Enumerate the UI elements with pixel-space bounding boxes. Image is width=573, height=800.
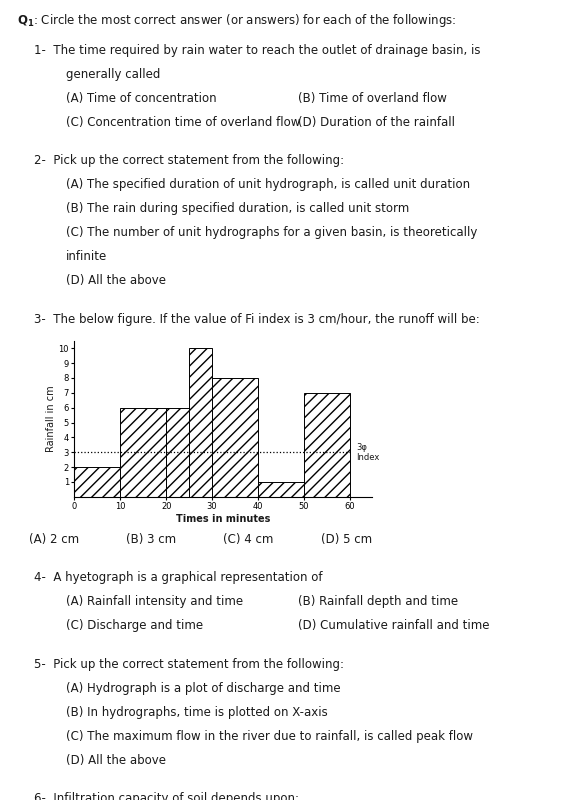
- Text: 4-  A hyetograph is a graphical representation of: 4- A hyetograph is a graphical represent…: [34, 571, 323, 584]
- Text: (A) The specified duration of unit hydrograph, is called unit duration: (A) The specified duration of unit hydro…: [66, 178, 470, 191]
- Text: (D) 5 cm: (D) 5 cm: [321, 533, 372, 546]
- Text: generally called: generally called: [66, 68, 160, 81]
- Text: 3φ
Index: 3φ Index: [356, 442, 380, 462]
- Text: $\mathbf{Q_1}$: Circle the most correct answer (or answers) for each of the foll: $\mathbf{Q_1}$: Circle the most correct …: [17, 12, 457, 29]
- Text: infinite: infinite: [66, 250, 107, 263]
- Text: 1-  The time required by rain water to reach the outlet of drainage basin, is: 1- The time required by rain water to re…: [34, 44, 481, 57]
- Text: (C) The number of unit hydrographs for a given basin, is theoretically: (C) The number of unit hydrographs for a…: [66, 226, 477, 239]
- Y-axis label: Rainfall in cm: Rainfall in cm: [46, 386, 56, 452]
- Text: (C) Discharge and time: (C) Discharge and time: [66, 619, 203, 632]
- Text: (C) Concentration time of overland flow: (C) Concentration time of overland flow: [66, 116, 300, 129]
- Bar: [120, 408, 166, 497]
- Text: (C) The maximum flow in the river due to rainfall, is called peak flow: (C) The maximum flow in the river due to…: [66, 730, 473, 742]
- Bar: [166, 408, 189, 497]
- Text: (D) Duration of the rainfall: (D) Duration of the rainfall: [298, 116, 455, 129]
- Text: 2-  Pick up the correct statement from the following:: 2- Pick up the correct statement from th…: [34, 154, 344, 167]
- Text: (B) 3 cm: (B) 3 cm: [126, 533, 176, 546]
- Bar: [258, 482, 304, 497]
- Bar: [212, 378, 258, 497]
- Text: 5-  Pick up the correct statement from the following:: 5- Pick up the correct statement from th…: [34, 658, 344, 670]
- Bar: [74, 467, 120, 497]
- Text: 3-  The below figure. If the value of Fi index is 3 cm/hour, the runoff will be:: 3- The below figure. If the value of Fi …: [34, 313, 480, 326]
- Text: (B) The rain during specified duration, is called unit storm: (B) The rain during specified duration, …: [66, 202, 409, 215]
- Text: (A) 2 cm: (A) 2 cm: [29, 533, 79, 546]
- Text: (B) Time of overland flow: (B) Time of overland flow: [298, 92, 447, 105]
- Text: (D) All the above: (D) All the above: [66, 274, 166, 287]
- Text: (D) Cumulative rainfall and time: (D) Cumulative rainfall and time: [298, 619, 489, 632]
- Text: (A) Hydrograph is a plot of discharge and time: (A) Hydrograph is a plot of discharge an…: [66, 682, 340, 694]
- Text: (B) In hydrographs, time is plotted on X-axis: (B) In hydrographs, time is plotted on X…: [66, 706, 328, 718]
- X-axis label: Times in minutes: Times in minutes: [176, 514, 270, 524]
- Text: (C) 4 cm: (C) 4 cm: [223, 533, 274, 546]
- Bar: [304, 393, 350, 497]
- Text: (A) Rainfall intensity and time: (A) Rainfall intensity and time: [66, 595, 243, 608]
- Text: (B) Rainfall depth and time: (B) Rainfall depth and time: [298, 595, 458, 608]
- Text: 6-  Infiltration capacity of soil depends upon:: 6- Infiltration capacity of soil depends…: [34, 792, 299, 800]
- Text: (D) All the above: (D) All the above: [66, 754, 166, 766]
- Text: (A) Time of concentration: (A) Time of concentration: [66, 92, 217, 105]
- Bar: [189, 348, 212, 497]
